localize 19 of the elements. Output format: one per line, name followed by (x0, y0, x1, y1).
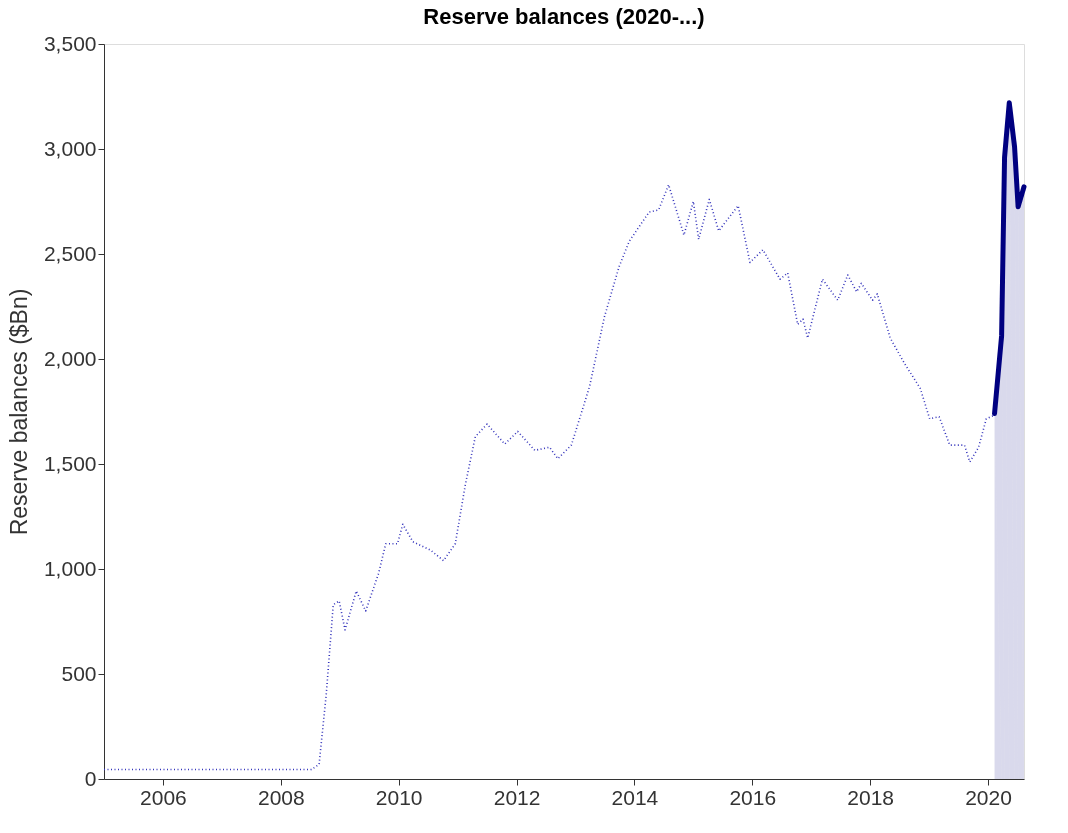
x-tick-label: 2018 (847, 785, 895, 809)
x-tick-label: 2020 (965, 785, 1012, 809)
y-tick-label: 500 (61, 661, 97, 685)
y-tick-label: 0 (84, 766, 97, 790)
x-tick-label: 2010 (375, 785, 423, 809)
y-tick-label: 3,000 (43, 136, 97, 160)
x-tick-label: 2008 (257, 785, 305, 809)
chart-title: Reserve balances (2020-...) (423, 4, 705, 29)
y-tick-label: 3,500 (43, 31, 97, 55)
x-tick-label: 2016 (729, 785, 777, 809)
x-tick-label: 2012 (493, 785, 541, 809)
y-tick-label: 2,000 (43, 346, 97, 370)
y-tick-label: 1,500 (43, 451, 97, 475)
y-axis-title: Reserve balances ($Bn) (5, 288, 32, 536)
y-tick-label: 1,000 (43, 556, 97, 580)
x-tick-label: 2006 (140, 785, 187, 809)
y-tick-label: 2,500 (43, 241, 97, 265)
line-series (103, 183, 995, 771)
x-tick-label: 2014 (611, 785, 659, 809)
